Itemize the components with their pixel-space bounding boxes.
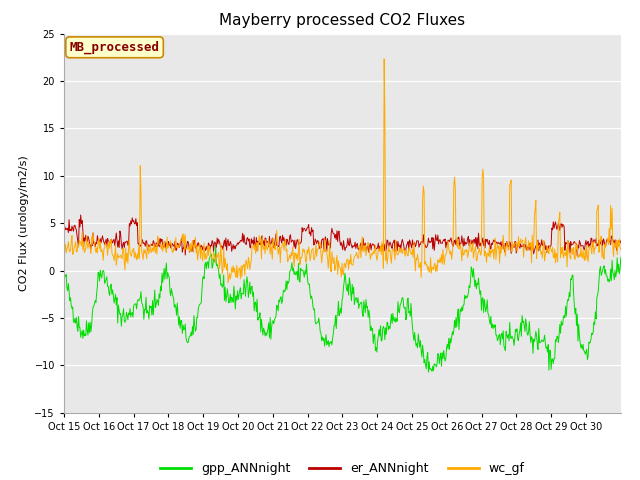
Line: gpp_ANNnight: gpp_ANNnight bbox=[64, 245, 621, 372]
wc_gf bbox=[60, 249, 68, 254]
Legend: gpp_ANNnight, er_ANNnight, wc_gf: gpp_ANNnight, er_ANNnight, wc_gf bbox=[155, 457, 530, 480]
wc_gf bbox=[401, 253, 409, 259]
gpp_ANNnight bbox=[401, 305, 408, 311]
gpp_ANNnight bbox=[256, 310, 264, 316]
er_ANNnight bbox=[573, 253, 581, 259]
wc_gf bbox=[433, 262, 440, 268]
gpp_ANNnight bbox=[433, 364, 440, 370]
Title: Mayberry processed CO2 Fluxes: Mayberry processed CO2 Fluxes bbox=[220, 13, 465, 28]
wc_gf bbox=[125, 237, 133, 243]
gpp_ANNnight bbox=[60, 267, 68, 273]
er_ANNnight bbox=[228, 244, 236, 250]
gpp_ANNnight bbox=[277, 294, 285, 300]
wc_gf bbox=[256, 239, 264, 245]
wc_gf bbox=[277, 245, 285, 251]
er_ANNnight bbox=[77, 212, 84, 218]
gpp_ANNnight bbox=[424, 369, 432, 375]
wc_gf bbox=[228, 269, 236, 275]
Y-axis label: CO2 Flux (urology/m2/s): CO2 Flux (urology/m2/s) bbox=[19, 156, 29, 291]
er_ANNnight bbox=[256, 240, 264, 246]
gpp_ANNnight bbox=[228, 296, 236, 301]
er_ANNnight bbox=[60, 225, 68, 231]
er_ANNnight bbox=[126, 223, 134, 229]
wc_gf bbox=[617, 247, 625, 252]
wc_gf bbox=[380, 56, 388, 62]
Line: er_ANNnight: er_ANNnight bbox=[64, 215, 621, 256]
Text: MB_processed: MB_processed bbox=[70, 41, 159, 54]
gpp_ANNnight bbox=[212, 242, 220, 248]
er_ANNnight bbox=[277, 238, 285, 243]
Line: wc_gf: wc_gf bbox=[64, 59, 621, 283]
wc_gf bbox=[224, 280, 232, 286]
er_ANNnight bbox=[401, 247, 408, 253]
er_ANNnight bbox=[617, 238, 625, 244]
gpp_ANNnight bbox=[617, 255, 625, 261]
gpp_ANNnight bbox=[125, 312, 133, 317]
er_ANNnight bbox=[432, 232, 440, 238]
